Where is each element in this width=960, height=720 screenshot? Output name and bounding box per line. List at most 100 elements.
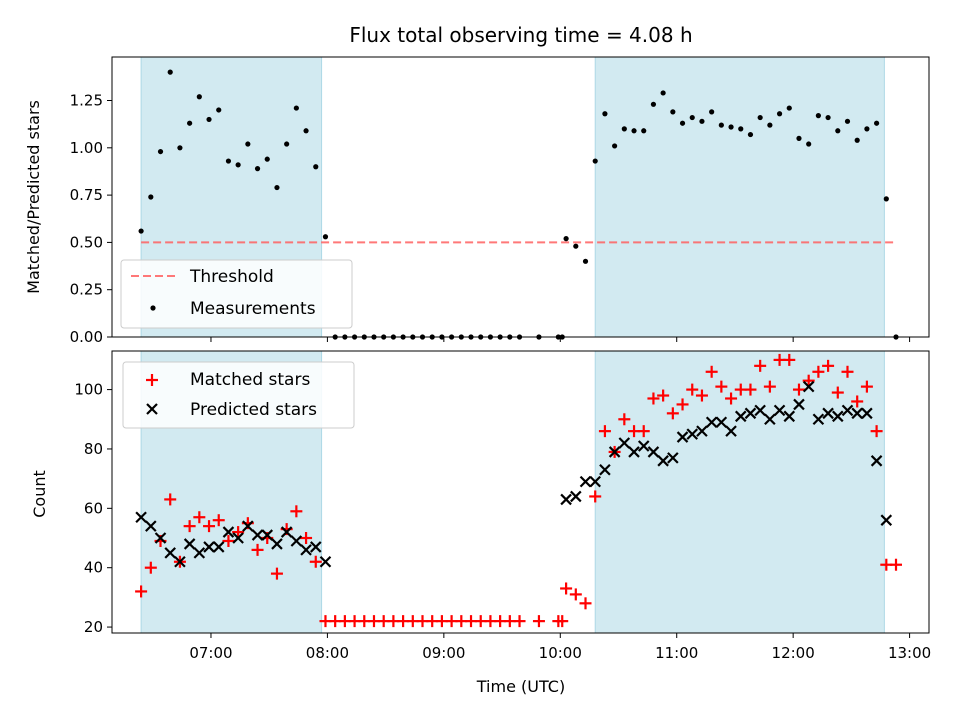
matched-star-point [831,386,844,399]
top-plot-frame [111,56,930,338]
y-tick-label: 60 [84,499,103,517]
legend-predicted-marker [146,403,158,415]
predicted-star-point [880,514,893,526]
measurement-point [582,258,589,264]
matched-star-point [598,425,611,438]
shaded-span-2 [594,350,885,634]
matched-star-point [744,383,757,396]
predicted-star-point [300,544,312,556]
measurement-point [660,90,666,96]
matched-star-point [676,398,689,411]
measurement-point [284,141,290,147]
measurement-point [854,137,860,143]
measurement-point [835,128,841,134]
measurement-point [303,128,309,134]
matched-star-point [589,490,602,503]
measurement-point [844,118,851,124]
measurement-point [196,94,202,100]
y-tick-label: 80 [84,440,103,458]
bottom-legend-box [122,361,355,429]
measurement-point [728,124,734,130]
matched-star-point [222,534,235,547]
predicted-star-point [861,407,873,420]
x-tick-label: 07:00 [189,644,232,662]
predicted-star-point [618,437,631,449]
legend-predicted-label: Predicted stars [190,400,317,420]
matched-star-point [560,582,573,595]
predicted-star-point [183,538,196,550]
measurement-point [796,135,802,141]
measurement-point [177,145,183,151]
measurement-point [138,228,144,234]
predicted-star-point [570,490,582,503]
predicted-star-point [309,541,322,553]
legend-measurements-label: Measurements [190,299,316,319]
predicted-star-point [734,410,747,423]
matched-star-point [860,380,873,393]
predicted-star-point [319,555,332,568]
predicted-star-point [647,446,660,458]
bottom-data-marks [135,353,903,628]
matched-star-point [705,365,718,378]
measurement-point [274,184,280,191]
matched-star-point [890,558,903,571]
measurement-point [187,120,193,126]
bottom-y-axis-label: Count [30,470,49,518]
measurement-point [573,243,579,249]
predicted-star-point [560,493,572,506]
y-tick-label: 0.25 [70,281,103,299]
bottom-legend: Matched stars Predicted stars [122,361,355,429]
x-tick-label: 11:00 [655,644,698,662]
predicted-star-point [251,529,264,541]
measurement-point [264,156,270,162]
legend-measurement-dot [150,305,156,311]
y-tick-label: 100 [74,381,103,399]
top-legend-box [120,259,353,329]
predicted-star-point [725,425,737,437]
y-tick-label: 0.50 [70,233,103,251]
matched-star-point [647,392,660,405]
matched-star-point [251,543,264,556]
predicted-star-point [628,446,640,458]
measurement-point [621,126,627,132]
predicted-star-point [802,380,815,393]
measurement-point [679,120,686,126]
matched-star-point [637,425,650,438]
y-tick-label: 0.00 [70,328,103,346]
predicted-star-point [851,407,863,420]
measurement-point [216,107,222,113]
measurement-point [670,109,676,115]
measurement-point [563,236,569,242]
predicted-star-point [812,413,825,426]
matched-star-point [763,380,776,393]
bottom-panel: 20 40 60 80 100 07:00 08:00 09:00 10:00 11:00 12:… [30,350,931,696]
predicted-star-point [154,532,167,544]
y-tick-label: 40 [84,559,103,577]
matched-star-point [270,567,283,580]
top-panel: 0.00 0.25 0.50 0.75 1.00 1.25 Matched/Predict… [24,56,930,346]
matched-star-point [309,555,322,568]
bottom-x-axis: 07:00 08:00 09:00 10:00 11:00 12:00 13:00 [189,633,931,662]
shaded-span-2 [594,56,885,338]
matched-star-point [135,585,148,598]
matched-star-point [657,389,670,402]
measurement-point [293,105,299,111]
matched-star-point [715,380,728,393]
measurement-point [757,114,763,121]
measurement-point [747,131,754,138]
matched-star-point [183,520,196,533]
matched-star-point [851,395,864,408]
measurement-point [235,162,241,168]
measurement-point [786,105,792,111]
matched-star-point [513,615,526,628]
predicted-star-point [841,404,854,417]
predicted-star-point [608,446,621,458]
predicted-star-point [261,529,274,541]
matched-star-point [532,615,545,628]
predicted-star-point [579,475,592,488]
matched-star-point [579,597,592,610]
predicted-star-point [145,520,157,532]
bottom-y-axis: 20 40 60 80 100 [74,381,112,636]
matched-star-point [144,561,157,574]
